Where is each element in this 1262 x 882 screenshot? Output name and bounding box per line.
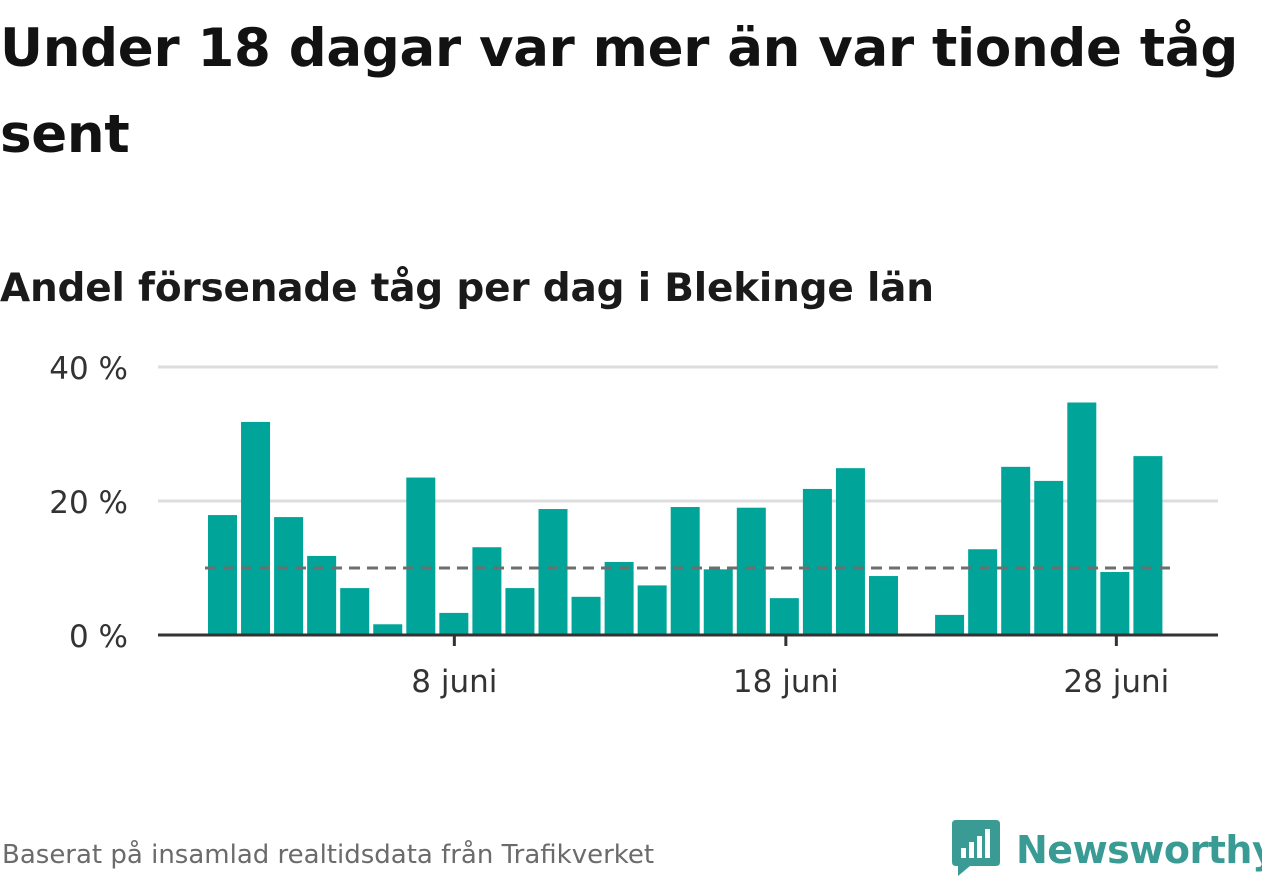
- bar: [1133, 456, 1163, 635]
- bar: [769, 598, 799, 635]
- bar: [1034, 480, 1064, 635]
- chart-subtitle: Andel försenade tåg per dag i Blekinge l…: [0, 266, 934, 311]
- bar: [1001, 466, 1031, 635]
- bar: [1100, 572, 1130, 635]
- brand-logo[interactable]: Newsworthy: [950, 818, 1262, 882]
- source-note: Baserat på insamlad realtidsdata från Tr…: [2, 840, 655, 870]
- bar-chart: 0 % 20 % 40 % 8 juni 18 juni 28 juni: [49, 351, 1218, 700]
- chart-title: Under 18 dagar var mer än var tionde tåg…: [0, 18, 1238, 165]
- x-tick-label: 28 juni: [1063, 664, 1169, 700]
- bar: [604, 561, 634, 635]
- bar: [835, 468, 865, 635]
- bar: [439, 612, 469, 635]
- bar: [241, 421, 271, 635]
- bar: [505, 588, 535, 635]
- bar: [340, 588, 370, 635]
- bar: [1067, 402, 1097, 635]
- bar: [637, 585, 667, 635]
- bar: [935, 614, 965, 635]
- bar: [869, 576, 898, 635]
- bar: [968, 549, 998, 635]
- bar: [571, 596, 601, 635]
- bar: [736, 507, 766, 635]
- y-tick-label: 20 %: [49, 485, 128, 521]
- bar: [373, 624, 403, 635]
- x-tick-label: 8 juni: [411, 664, 497, 700]
- bar: [802, 488, 832, 635]
- axes: 0 % 20 % 40 % 8 juni 18 juni 28 juni: [49, 351, 1218, 700]
- bar: [703, 569, 733, 635]
- bar: [406, 477, 436, 635]
- bar: [472, 547, 502, 635]
- bar: [670, 507, 700, 635]
- bar: [538, 509, 568, 635]
- brand-name: Newsworthy: [1016, 828, 1262, 872]
- bar: [274, 517, 304, 635]
- bars: [208, 402, 1163, 635]
- bar: [208, 515, 237, 635]
- x-tick-label: 18 juni: [733, 664, 839, 700]
- newsworthy-logo-icon: [950, 818, 1002, 882]
- y-tick-label: 0 %: [69, 619, 128, 655]
- y-tick-label: 40 %: [49, 351, 128, 387]
